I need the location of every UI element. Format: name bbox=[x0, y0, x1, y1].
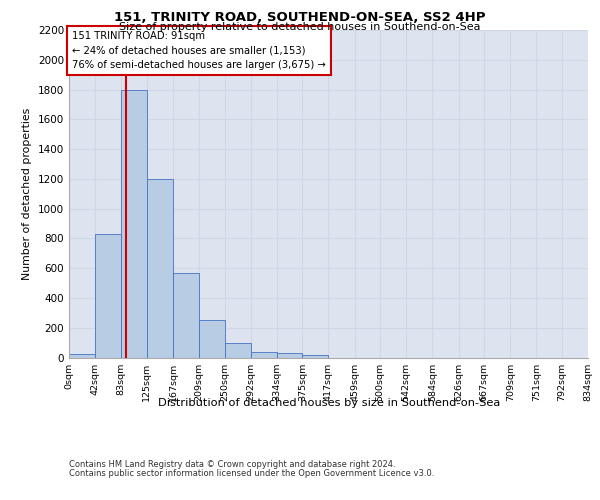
Bar bbox=[69, 354, 95, 358]
Bar bbox=[251, 352, 277, 358]
Bar bbox=[277, 353, 302, 358]
Bar bbox=[95, 234, 121, 358]
Text: Size of property relative to detached houses in Southend-on-Sea: Size of property relative to detached ho… bbox=[119, 22, 481, 32]
Text: 151 TRINITY ROAD: 91sqm
← 24% of detached houses are smaller (1,153)
76% of semi: 151 TRINITY ROAD: 91sqm ← 24% of detache… bbox=[72, 30, 326, 70]
Text: Contains HM Land Registry data © Crown copyright and database right 2024.: Contains HM Land Registry data © Crown c… bbox=[69, 460, 395, 469]
Bar bbox=[173, 272, 199, 358]
Bar bbox=[224, 342, 251, 357]
Bar bbox=[121, 90, 147, 358]
Bar bbox=[302, 354, 329, 358]
Text: 151, TRINITY ROAD, SOUTHEND-ON-SEA, SS2 4HP: 151, TRINITY ROAD, SOUTHEND-ON-SEA, SS2 … bbox=[114, 11, 486, 24]
Bar bbox=[199, 320, 224, 358]
Y-axis label: Number of detached properties: Number of detached properties bbox=[22, 108, 32, 280]
Text: Distribution of detached houses by size in Southend-on-Sea: Distribution of detached houses by size … bbox=[158, 398, 500, 407]
Bar bbox=[147, 179, 173, 358]
Text: Contains public sector information licensed under the Open Government Licence v3: Contains public sector information licen… bbox=[69, 469, 434, 478]
